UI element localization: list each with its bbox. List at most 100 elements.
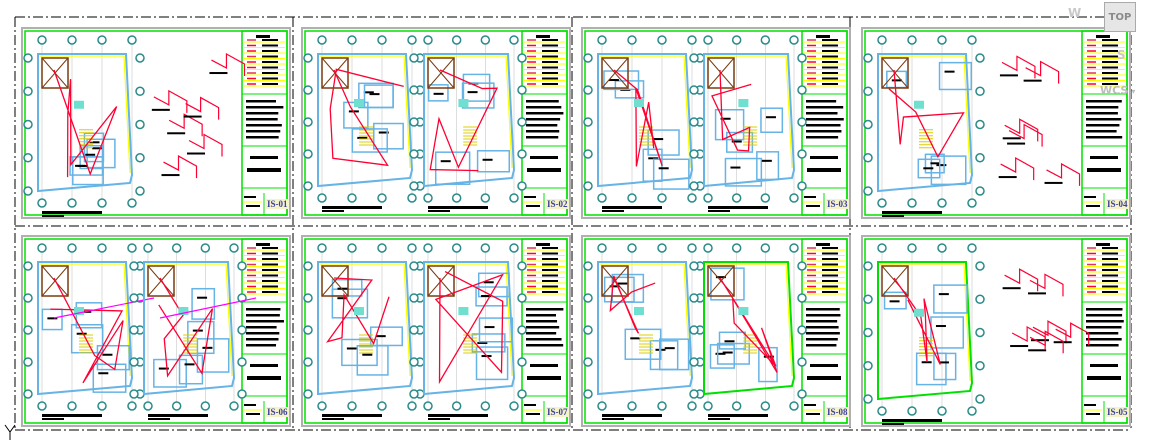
pipe-run — [719, 277, 778, 373]
grid-bubble — [303, 293, 313, 303]
sheet-number: IS-05 — [1106, 407, 1129, 417]
drawing-sheet[interactable] — [861, 235, 1131, 427]
grid-bubble — [97, 198, 107, 208]
grid-bubble — [517, 389, 527, 399]
grid-bubble — [689, 85, 699, 95]
grid-bubble — [703, 243, 713, 253]
grid-bubble — [975, 294, 985, 304]
grid-bubble — [517, 117, 527, 127]
compass-west-label[interactable]: W — [1068, 6, 1082, 20]
grid-bubble — [760, 35, 771, 45]
grid-bubble — [229, 401, 239, 411]
grid-bubble — [975, 86, 985, 96]
ucs-icon — [4, 424, 16, 440]
ucs-label: WCS — [1100, 84, 1129, 97]
drawing-sheet[interactable] — [21, 235, 291, 427]
grid-bubble — [863, 294, 873, 304]
grid-bubble — [303, 389, 313, 399]
grid-bubble — [797, 261, 807, 271]
grid-bubble — [517, 325, 527, 335]
grid-bubble — [583, 117, 593, 127]
grid-bubble — [23, 325, 33, 335]
drawing-sheet[interactable] — [301, 27, 571, 219]
grid-bubble — [200, 401, 211, 411]
grid-bubble — [627, 243, 637, 253]
grid-bubble — [789, 35, 799, 45]
grid-bubble — [451, 35, 462, 45]
grid-bubble — [967, 35, 977, 45]
pipe-run — [326, 277, 390, 346]
drawing-sheet[interactable] — [861, 27, 1131, 219]
grid-bubble — [597, 35, 607, 45]
grid-bubble — [907, 406, 917, 416]
grid-bubble — [877, 406, 887, 416]
pipe-run — [329, 68, 404, 167]
pipe-run — [158, 277, 214, 378]
sheet-number: IS-08 — [826, 407, 849, 417]
grid-bubble — [583, 325, 593, 335]
drawing-sheet[interactable] — [581, 27, 851, 219]
sheet-number: IS-01 — [266, 199, 289, 209]
drawing-sheet[interactable] — [581, 235, 851, 427]
grid-bubble — [347, 401, 357, 411]
grid-bubble — [583, 181, 593, 191]
grid-bubble — [67, 401, 77, 411]
grid-bubble — [877, 243, 887, 253]
grid-bubble — [687, 401, 697, 411]
grid-bubble — [583, 85, 593, 95]
grid-bubble — [657, 193, 667, 203]
grid-bubble — [409, 149, 419, 159]
sheet-number: IS-03 — [826, 199, 849, 209]
grid-bubble — [863, 86, 873, 96]
sheet-number: IS-06 — [266, 407, 289, 417]
grid-bubble — [97, 401, 107, 411]
grid-bubble — [23, 389, 33, 399]
grid-bubble — [689, 389, 699, 399]
grid-bubble — [171, 401, 182, 411]
isometric-detail — [1004, 268, 1039, 292]
grid-bubble — [37, 243, 47, 253]
grid-bubble — [423, 401, 433, 411]
grid-bubble — [703, 35, 713, 45]
grid-bubble — [451, 243, 462, 253]
chevron-down-icon: ▾ — [1131, 87, 1136, 96]
grid-bubble — [480, 193, 491, 203]
grid-bubble — [303, 357, 313, 367]
grid-bubble — [143, 243, 153, 253]
isometric-detail — [1008, 123, 1043, 147]
grid-bubble — [480, 243, 491, 253]
isometric-detail — [1029, 330, 1064, 354]
grid-bubble — [409, 85, 419, 95]
grid-bubble — [135, 119, 145, 130]
compass-south-label[interactable]: S — [1117, 48, 1126, 62]
grid-bubble — [687, 193, 697, 203]
grid-bubble — [731, 35, 742, 45]
isometric-detail — [211, 53, 246, 77]
grid-bubble — [760, 243, 771, 253]
grid-bubble — [975, 119, 985, 130]
grid-bubble — [797, 181, 807, 191]
ucs-menu[interactable]: WCS ▾ — [1100, 84, 1135, 97]
viewcube-top[interactable]: TOP — [1104, 2, 1136, 32]
grid-bubble — [317, 401, 327, 411]
grid-bubble — [975, 153, 985, 163]
grid-bubble — [407, 401, 417, 411]
grid-bubble — [451, 401, 462, 411]
drawing-sheet[interactable] — [21, 27, 291, 219]
grid-bubble — [597, 243, 607, 253]
grid-bubble — [229, 243, 239, 253]
pipe-run — [613, 69, 663, 167]
grid-bubble — [975, 327, 985, 338]
isometric-detail — [1055, 322, 1090, 346]
grid-bubble — [657, 243, 667, 253]
grid-bubble — [423, 243, 433, 253]
grid-bubble — [937, 406, 947, 416]
grid-bubble — [423, 35, 433, 45]
grid-bubble — [967, 406, 977, 416]
grid-bubble — [129, 325, 139, 335]
sheet-number: IS-02 — [546, 199, 569, 209]
grid-bubble — [689, 293, 699, 303]
drawing-sheet[interactable] — [301, 235, 571, 427]
grid-bubble — [789, 243, 799, 253]
